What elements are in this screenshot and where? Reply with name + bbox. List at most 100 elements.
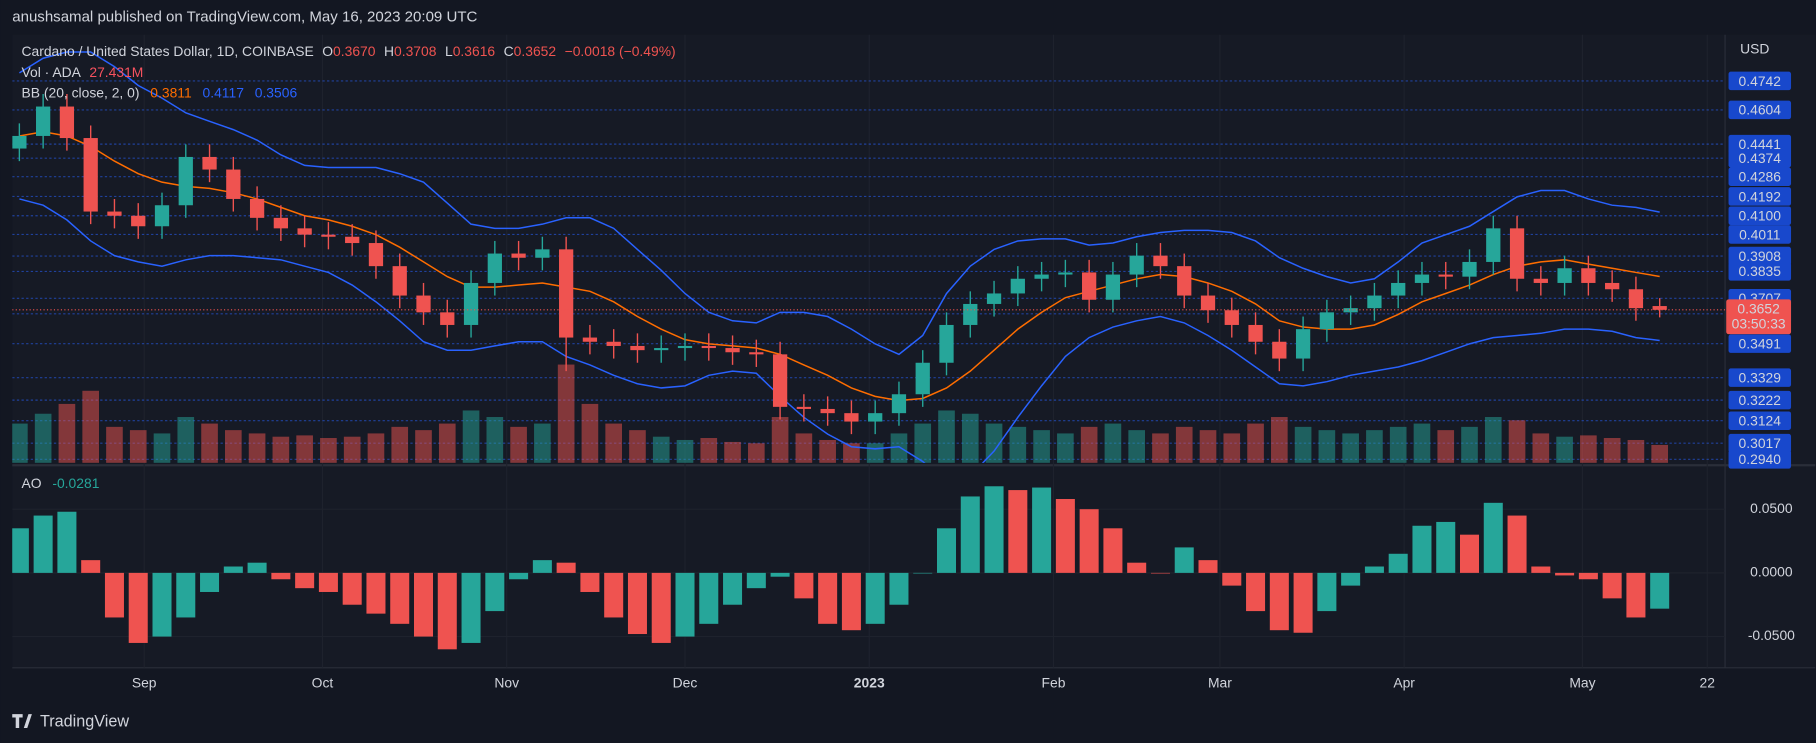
ao-bar [532, 560, 552, 573]
y-tick-label: 0.4011 [1739, 226, 1781, 242]
ohlc-value: 0.3670 [333, 43, 376, 59]
candle-body [1058, 272, 1073, 275]
ao-bar [33, 515, 53, 573]
y-tick-box [1728, 334, 1792, 353]
candle-body [1319, 312, 1335, 330]
volume-bar [438, 423, 456, 463]
volume-bar [34, 413, 52, 463]
ao-bar [271, 572, 291, 580]
candle-body [1557, 268, 1572, 283]
ao-bar [1198, 560, 1218, 573]
candle-body [939, 324, 954, 363]
volume-bar [629, 430, 646, 463]
candle-body [1509, 228, 1525, 279]
volume-bar [581, 403, 599, 463]
y-tick-label: 0.3124 [1739, 413, 1782, 429]
ao-bar [865, 572, 885, 624]
ao-bar [1317, 572, 1337, 612]
ao-bar [1460, 534, 1480, 573]
ao-bar [1150, 572, 1170, 574]
candle-body [131, 215, 146, 227]
y-tick-label: 0.4441 [1739, 136, 1782, 152]
ao-bar [152, 572, 172, 637]
y-tick-label: 0.3908 [1739, 248, 1782, 264]
symbol-legend: Cardano / United States Dollar, 1D, COIN… [21, 43, 675, 59]
ao-bar [318, 572, 338, 592]
volume-bar [1294, 426, 1312, 463]
volume-bar [1556, 436, 1573, 463]
ao-bar [1436, 521, 1456, 573]
volume-bar [1080, 426, 1098, 463]
x-tick-label: Nov [494, 675, 519, 691]
y-tick-box [1728, 433, 1792, 453]
volume-bar [1199, 430, 1217, 463]
ohlc-key: C [504, 43, 514, 59]
volume-bar [1389, 426, 1407, 463]
x-tick-label: Apr [1393, 675, 1415, 691]
volume-bar [1104, 423, 1122, 463]
volume-bar [557, 364, 575, 463]
volume-bar [1603, 438, 1621, 463]
candle-body [297, 228, 312, 235]
volume-bar [961, 413, 979, 463]
candle-body [1414, 274, 1430, 283]
x-tick-label: Dec [673, 675, 698, 691]
candle-body [1272, 341, 1287, 359]
candle-body [83, 138, 98, 212]
candle-body [677, 345, 693, 349]
y-tick-label: 0.4604 [1739, 102, 1782, 118]
y-tick-label: 0.3835 [1739, 263, 1782, 279]
ao-bar [176, 572, 196, 618]
volume-bar [843, 443, 860, 463]
candle-body [36, 106, 51, 136]
volume-bar [1413, 423, 1431, 463]
bb-upper-line [19, 51, 1660, 356]
candle-body [1628, 289, 1644, 309]
ao-pane [12, 486, 1726, 650]
x-tick-label: Sep [132, 675, 157, 691]
last-price-label: 0.3652 [1737, 301, 1780, 317]
volume-bar [534, 423, 551, 463]
ao-bar [104, 572, 124, 618]
x-tick-label: Feb [1042, 675, 1066, 691]
ohlc-key: H [384, 43, 394, 59]
volume-bar [1175, 426, 1193, 463]
volume-bar [795, 433, 813, 463]
volume-bar [177, 417, 195, 463]
ao-bar [223, 566, 243, 573]
candle-body [1581, 268, 1596, 283]
volume-bar [1651, 444, 1669, 463]
ao-bar [1602, 572, 1622, 599]
ao-bar [675, 572, 695, 637]
ao-bar [81, 560, 101, 573]
y-tick-box [1728, 411, 1792, 430]
candle-body [249, 198, 265, 218]
ao-bar [1008, 490, 1028, 573]
volume-value: 27.431M [89, 64, 143, 80]
volume-bar [1318, 430, 1336, 463]
y-tick-box [1728, 167, 1792, 186]
volume-bar [748, 443, 765, 463]
volume-bar [938, 410, 955, 463]
y-tick-box [1728, 262, 1792, 281]
ao-bar [1341, 572, 1361, 586]
volume-bar [652, 436, 670, 463]
candle-body [986, 293, 1002, 304]
ao-bar [1578, 572, 1598, 580]
ao-bar [960, 496, 980, 573]
ao-bar [1246, 572, 1266, 612]
volume-bar [320, 438, 337, 463]
volume-bar [248, 433, 266, 463]
candle-body [1367, 295, 1382, 309]
x-tick-label: May [1569, 675, 1595, 691]
ao-bar [1388, 553, 1408, 573]
ao-bar [913, 572, 933, 574]
volume-bar [486, 417, 504, 463]
brand-name: TradingView [40, 712, 129, 730]
candle-body [701, 345, 716, 349]
candle-body [1391, 282, 1406, 296]
ao-bar [437, 572, 457, 650]
y-tick-box [1728, 134, 1792, 154]
candle-body [321, 234, 336, 237]
volume-bar [1461, 426, 1478, 463]
